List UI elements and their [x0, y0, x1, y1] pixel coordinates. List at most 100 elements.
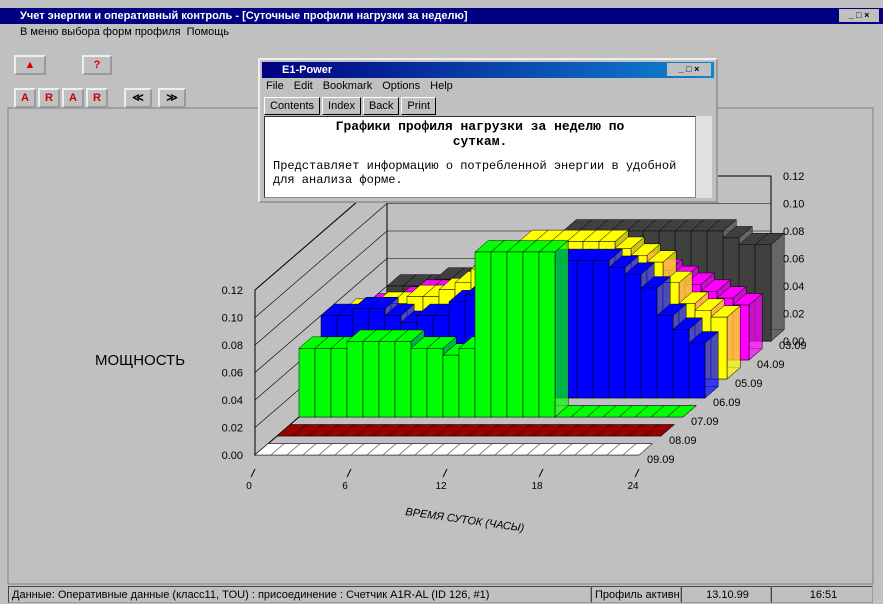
x-tick: [250, 468, 256, 478]
y-tick-label: 0.02: [222, 423, 243, 435]
help-button[interactable]: ?: [82, 55, 112, 75]
y-tick-label: 0.00: [222, 450, 243, 462]
bar: [624, 274, 642, 399]
status-cell: Данные: Оперативные данные (класс11, TOU…: [8, 586, 591, 603]
bar: [608, 267, 626, 399]
bar: [538, 251, 556, 418]
help-controls[interactable]: _ □ ×: [667, 63, 711, 76]
menu-item[interactable]: File: [266, 80, 284, 92]
status-cell: Профиль активно: [591, 586, 681, 603]
menu-item[interactable]: Options: [382, 80, 421, 92]
bar-side: [554, 240, 569, 418]
x-tick-label: 6: [342, 481, 348, 492]
row-label: 04.09: [757, 359, 785, 371]
y-tick-label: 0.04: [222, 395, 243, 407]
bar: [490, 251, 508, 418]
bar-top: [622, 443, 653, 456]
row-label: 05.09: [735, 378, 763, 390]
help-heading: Графики профиля нагрузки за неделю по су…: [335, 119, 625, 149]
button[interactable]: Back: [362, 97, 400, 115]
bar: [688, 342, 706, 399]
button[interactable]: Print: [401, 97, 437, 115]
bar: [410, 348, 428, 418]
help-menu: File Edit Bookmark Options Help: [266, 80, 463, 92]
menu-item[interactable]: В меню выбора форм профиля: [20, 26, 181, 38]
up-button[interactable]: ▲: [14, 55, 46, 75]
button[interactable]: Index: [322, 97, 361, 115]
y2-tick-label: 0.06: [783, 254, 804, 266]
bar: [592, 260, 610, 399]
bar: [474, 251, 492, 418]
y2-tick-label: 0.02: [783, 309, 804, 321]
menu-item[interactable]: Bookmark: [322, 80, 373, 92]
y-tick-label: 0.10: [222, 313, 243, 325]
grid-line: [254, 203, 771, 318]
title-bar: Учет энергии и оперативный контроль - [С…: [0, 8, 883, 24]
bar: [330, 348, 348, 418]
status-cell: 13.10.99: [681, 586, 771, 603]
x-tick-label: 0: [246, 481, 252, 492]
bar: [298, 348, 316, 418]
bar: [506, 251, 524, 418]
scrollbar[interactable]: [696, 116, 712, 198]
menu-item[interactable]: Edit: [293, 80, 313, 92]
window-controls[interactable]: _ □ ×: [839, 9, 879, 22]
row-label: 03.09: [779, 340, 807, 352]
help-buttons: Contents Index Back Print: [264, 97, 438, 115]
bar: [394, 341, 412, 418]
next-button[interactable]: ≫: [158, 88, 186, 108]
status-cell: 16:51: [771, 586, 873, 603]
button[interactable]: Contents: [264, 97, 321, 115]
row-label: 09.09: [647, 454, 675, 466]
bar-side: [770, 232, 785, 342]
prev-button[interactable]: ≪: [124, 88, 152, 108]
y-tick-label: 0.06: [222, 368, 243, 380]
bar: [522, 251, 540, 418]
tool-button[interactable]: A: [14, 88, 36, 108]
bar: [672, 329, 690, 399]
bar: [314, 348, 332, 418]
x-tick-label: 24: [627, 481, 639, 492]
y2-tick-label: 0.10: [783, 199, 804, 211]
x-tick: [634, 468, 640, 478]
menu-bar: В меню выбора форм профиля Помощь: [0, 24, 883, 41]
bar: [576, 260, 594, 399]
bar: [458, 348, 476, 418]
help-title-bar: E1-Power _ □ ×: [262, 62, 714, 78]
bar-side: [726, 305, 741, 380]
y-axis-label: МОЩНОСТЬ: [95, 352, 185, 369]
help-text: Графики профиля нагрузки за неделю по су…: [264, 116, 696, 198]
help-body: Представляет информацию о потребленной э…: [273, 159, 677, 187]
tool-button[interactable]: R: [38, 88, 60, 108]
help-title: E1-Power: [282, 64, 333, 76]
y2-tick-label: 0.04: [783, 281, 804, 293]
window-title: Учет энергии и оперативный контроль - [С…: [20, 10, 468, 22]
x-tick-label: 12: [435, 481, 447, 492]
x-tick: [346, 468, 352, 478]
bar: [426, 348, 444, 418]
x-tick-label: 18: [531, 481, 543, 492]
chart-plot: 0.00 0.00 0.02 0.02 0.04 0.04 0.06 0.06 0.08 0.08…: [95, 171, 807, 535]
row-label: 07.09: [691, 416, 719, 428]
y2-tick-label: 0.12: [783, 171, 804, 183]
menu-item[interactable]: Помощь: [186, 26, 230, 38]
row-label: 08.09: [669, 435, 697, 447]
x-tick: [442, 468, 448, 478]
x-tick: [538, 468, 544, 478]
y-tick-label: 0.12: [222, 285, 243, 297]
bar: [362, 341, 380, 418]
bar-top: [644, 424, 675, 437]
bar: [346, 341, 364, 418]
tool-button[interactable]: R: [86, 88, 108, 108]
bar: [378, 341, 396, 418]
y2-tick-label: 0.08: [783, 226, 804, 238]
row-label: 06.09: [713, 397, 741, 409]
menu-item[interactable]: Help: [430, 80, 453, 92]
bar: [656, 315, 674, 399]
y2-tick-label: 0.00: [783, 336, 804, 348]
bar-top: [666, 405, 697, 418]
tool-button[interactable]: A: [62, 88, 84, 108]
y-tick-label: 0.08: [222, 340, 243, 352]
bar: [442, 354, 460, 418]
